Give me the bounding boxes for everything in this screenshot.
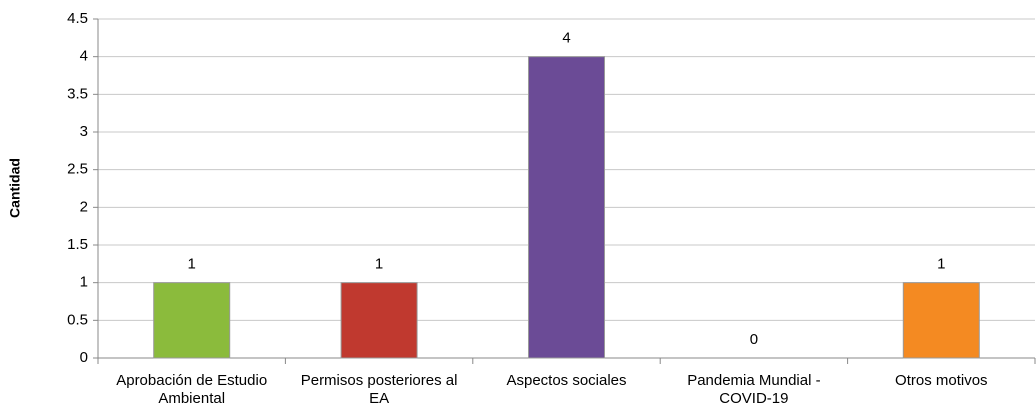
value-label: 0 [750,331,758,348]
y-tick-label: 2.5 [67,161,88,178]
bar [340,282,418,359]
y-tick-label: 1.5 [67,236,88,253]
y-tick-label: 3 [80,123,88,140]
value-label: 4 [562,30,570,47]
x-tick-label: Aspectos sociales [506,372,627,389]
y-tick-label: 1 [80,274,88,291]
y-tick-label: 4.5 [67,10,88,27]
y-axis-label: Cantidad [7,158,23,218]
bar [153,282,231,359]
x-tick-label: Otros motivos [895,372,988,389]
y-tick-label: 3.5 [67,85,88,102]
y-tick-label: 0 [80,349,88,366]
value-label: 1 [375,256,383,273]
x-tick-label: Aprobación de Estudio Ambiental [116,372,268,407]
value-label: 1 [188,256,196,273]
y-tick-label: 2 [80,198,88,215]
x-tick-label: Permisos posteriores al EA [300,372,458,407]
bar [902,282,980,359]
x-tick-label: Pandemia Mundial - COVID-19 [687,372,821,407]
y-tick-label: 4 [80,48,88,65]
y-tick-label: 0.5 [67,311,88,328]
value-label: 1 [937,256,945,273]
bar [528,56,605,359]
